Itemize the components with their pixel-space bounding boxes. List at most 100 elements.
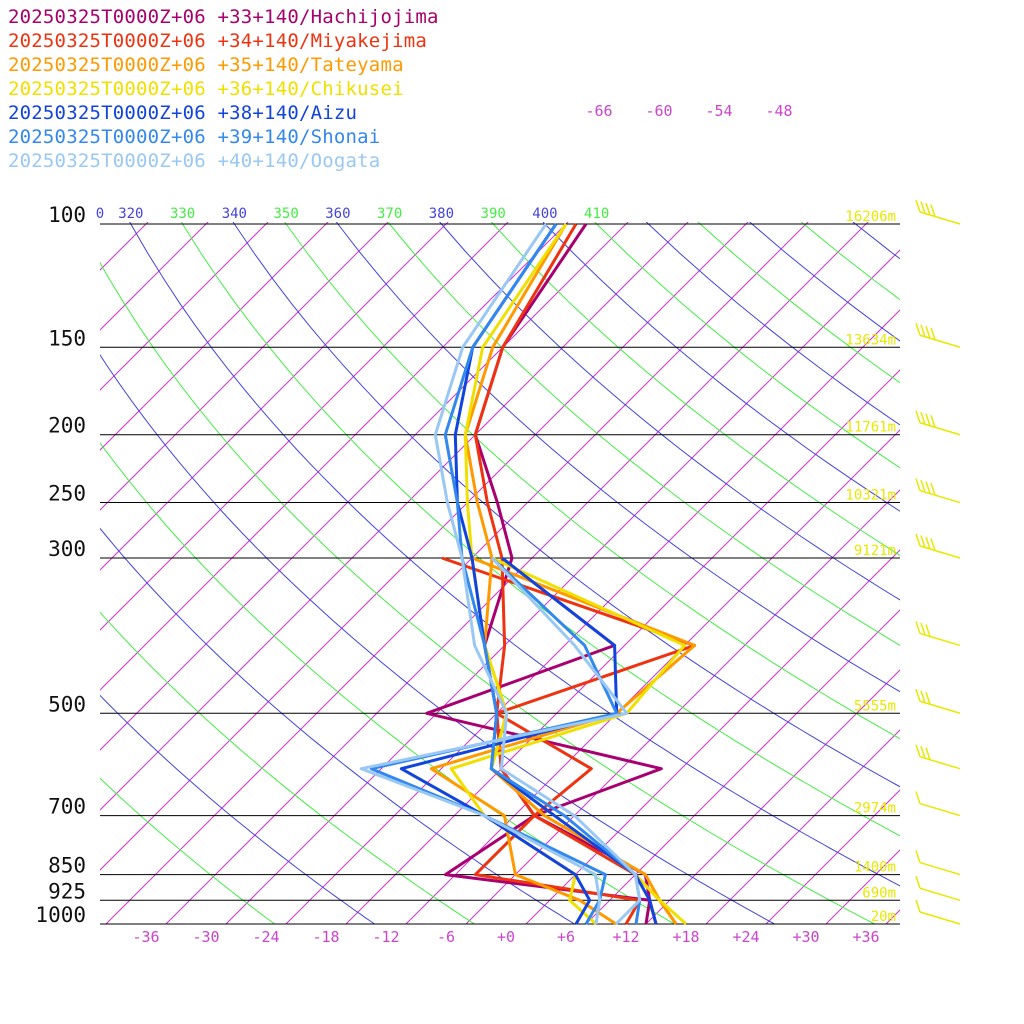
height-label: 2974m (854, 801, 896, 817)
wind-barb-icon (915, 791, 961, 817)
pressure-tick-label: 150 (48, 326, 86, 350)
temperature-tick-label: -30 (192, 928, 219, 946)
theta-label: 340 (222, 206, 247, 222)
isotherm-line (100, 222, 629, 751)
isotherm-line (465, 489, 900, 924)
temperature-tick-label: -24 (252, 928, 279, 946)
height-label: 20m (871, 909, 896, 925)
dry-adiabat-line (917, 192, 1024, 939)
isotherm-line (100, 222, 689, 811)
temperature-tick-label: +12 (612, 928, 639, 946)
temperature-profile-line (433, 223, 642, 926)
dry-adiabat-line (180, 222, 900, 837)
dry-adiabat-line (867, 192, 1024, 939)
height-label: 690m (862, 885, 896, 901)
isotherm-line (0, 156, 34, 924)
isotherm-line (165, 222, 869, 924)
pressure-tick-label: 250 (48, 482, 86, 506)
wind-barbs (915, 199, 961, 925)
isotherm-line (100, 222, 209, 331)
temperature-tick-label: -36 (132, 928, 159, 946)
temperature-tick-label: +6 (557, 928, 575, 946)
legend-entry: 20250325T0000Z+06 +38+140/Aizu (8, 102, 358, 124)
dry-adiabat-line (100, 527, 576, 924)
theta-label: 360 (325, 206, 350, 222)
temperature-tick-label: +0 (497, 928, 515, 946)
pressure-tick-label: 700 (48, 795, 86, 819)
legend-entry: 20250325T0000Z+06 +40+140/Oogata (8, 150, 381, 172)
dry-adiabat-line (100, 611, 476, 924)
legend-entry: 20250325T0000Z+06 +39+140/Shonai (8, 126, 381, 148)
pressure-tick-label: 1000 (35, 903, 86, 927)
height-label: 10321m (845, 488, 896, 504)
upper-isotherm-labels: -66 -60 -54 -48 (585, 102, 792, 120)
pressure-tick-label: 300 (48, 537, 86, 561)
wind-barb-icon (915, 850, 961, 876)
wind-barb-icon (915, 621, 961, 647)
isotherm-line (100, 222, 749, 871)
temperature-tick-label: +18 (672, 928, 699, 946)
dewpoint-profile-line (399, 556, 619, 925)
sounding-profiles (359, 223, 697, 926)
wind-barb-icon (915, 899, 961, 925)
temperature-tick-label: +30 (792, 928, 819, 946)
temperature-tick-label: -18 (312, 928, 339, 946)
dry-adiabat-line (542, 222, 900, 512)
wind-barb-icon (915, 876, 961, 902)
temperature-tick-label: +24 (732, 928, 759, 946)
isotherm-line (525, 549, 900, 924)
wind-barb-icon (915, 744, 961, 770)
wind-barb-icon (915, 533, 961, 559)
isotherm-line (225, 249, 900, 924)
dry-adiabat-line (645, 222, 900, 426)
isotherm-line (100, 222, 389, 511)
pressure-tick-label: 200 (48, 414, 86, 438)
dry-adiabat-line (800, 222, 900, 301)
isotherm-line (585, 609, 900, 924)
isotherm-line (765, 789, 900, 924)
isotherm-line (105, 222, 809, 924)
dry-adiabat-line (100, 694, 376, 924)
dry-adiabat-line (852, 222, 900, 260)
theta-label: 410 (584, 206, 609, 222)
wind-barb-icon (915, 199, 961, 225)
theta-labels: 0 320 330 340 350 360 370 380 390 400 410 (96, 206, 610, 222)
isotherm-line (100, 222, 149, 271)
isotherm-line (946, 156, 1024, 924)
temperature-axis-labels: -36 -30 -24 -18 -12 -6 +0 +6 +12 +18 +24 +30 +36 (132, 928, 879, 946)
isotherm-line (645, 669, 900, 924)
theta-label: 0 (96, 206, 104, 222)
theta-label: 320 (118, 206, 143, 222)
height-label: 11761m (845, 420, 896, 436)
dry-adiabat-line (490, 222, 900, 556)
upper-isotherm-label: -66 (585, 102, 612, 120)
upper-isotherm-label: -54 (705, 102, 732, 120)
height-label: 13634m (845, 332, 896, 348)
isotherm-line (100, 222, 329, 451)
legend-entry: 20250325T0000Z+06 +34+140/Miyakejima (8, 30, 428, 52)
pressure-tick-label: 925 (48, 879, 86, 903)
temperature-tick-label: -6 (437, 928, 455, 946)
pressure-tick-label: 500 (48, 692, 86, 716)
dry-adiabat-line (100, 777, 276, 924)
height-labels: 16206m 13634m 11761m 10321m 9121m 5555m 2974m 1… (845, 209, 896, 925)
legend-entry: 20250325T0000Z+06 +35+140/Tateyama (8, 54, 404, 76)
dry-adiabat-line (749, 222, 900, 342)
theta-label: 330 (170, 206, 195, 222)
isotherm-line (1006, 156, 1024, 924)
dewpoint-profile-line (441, 556, 697, 925)
wind-barb-icon (915, 323, 961, 348)
wind-barb-icon (915, 689, 961, 714)
theta-label: 400 (532, 206, 557, 222)
legend-entry: 20250325T0000Z+06 +33+140/Hachijojima (8, 6, 439, 28)
temperature-tick-label: -12 (372, 928, 399, 946)
isotherm-line (285, 309, 900, 924)
upper-isotherm-label: -60 (645, 102, 672, 120)
height-label: 16206m (845, 209, 896, 225)
dry-adiabat-line (100, 261, 876, 924)
theta-label: 370 (377, 206, 402, 222)
isotherm-line (100, 222, 269, 391)
dry-adiabat-line (1018, 192, 1024, 939)
